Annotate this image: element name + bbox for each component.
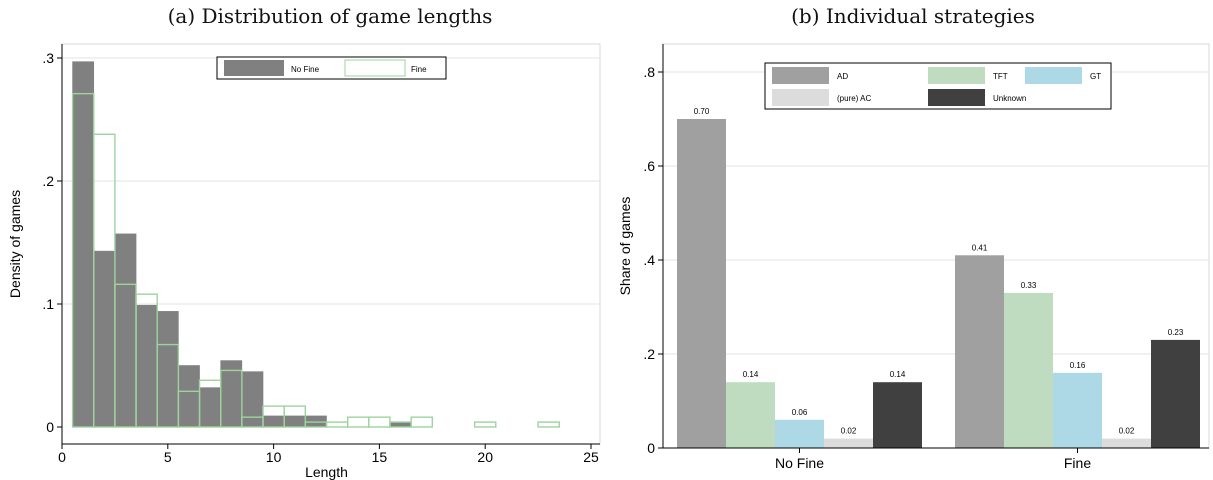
bar-fine xyxy=(219,369,243,428)
bar-tft xyxy=(726,382,775,448)
data-label: 0.23 xyxy=(1168,328,1184,337)
plot-area-b xyxy=(662,43,1210,449)
x-tick-label-a: 0 xyxy=(58,449,66,465)
bar-unknown xyxy=(1151,339,1200,448)
y-tick-label-b: 0 xyxy=(647,440,655,456)
bar-fine xyxy=(283,405,307,428)
bar-fine xyxy=(156,343,180,428)
bar-fine xyxy=(473,421,497,428)
bar-tft xyxy=(1004,292,1053,448)
y-tick-label-b: .6 xyxy=(643,158,655,174)
data-label: 0.02 xyxy=(841,427,857,436)
x-tick-label-a: 25 xyxy=(583,449,599,465)
y-axis-label-a: Density of games xyxy=(7,190,23,298)
legend-label: GT xyxy=(1090,72,1101,81)
data-label: 0.14 xyxy=(890,370,906,379)
category-label: Fine xyxy=(1064,455,1091,471)
bar-unknown xyxy=(873,382,922,448)
bar-gt xyxy=(1053,372,1102,448)
legend-swatch-no-fine xyxy=(224,60,284,76)
x-tick-label-a: 15 xyxy=(372,449,388,465)
x-tick-label-a: 20 xyxy=(477,449,493,465)
legend-swatch xyxy=(1025,67,1082,84)
data-label: 0.70 xyxy=(694,107,710,116)
legend-label-no-fine: No Fine xyxy=(291,65,320,74)
x-axis-label-a: Length xyxy=(305,464,348,480)
bar-fine xyxy=(537,421,560,428)
legend-swatch-fine xyxy=(344,59,406,77)
y-tick-label-a: .1 xyxy=(42,296,54,312)
bar-fine xyxy=(93,133,116,428)
data-label: 0.33 xyxy=(1021,281,1037,290)
panel-b-title: (b) Individual strategies xyxy=(791,4,1035,28)
legend-label: TFT xyxy=(993,72,1008,81)
legend-swatch xyxy=(928,89,985,106)
y-tick-label-b: .4 xyxy=(643,252,655,268)
data-label: 0.16 xyxy=(1070,361,1086,370)
legend-label: Unknown xyxy=(993,94,1026,103)
x-tick-label-a: 10 xyxy=(266,449,282,465)
y-tick-label-a: .2 xyxy=(42,173,54,189)
legend-label-fine: Fine xyxy=(411,65,427,74)
x-tick-label-a: 5 xyxy=(164,449,172,465)
legend-label: AD xyxy=(837,72,848,81)
data-label: 0.14 xyxy=(743,370,759,379)
legend-label: (pure) AC xyxy=(837,94,871,103)
data-label: 0.02 xyxy=(1119,427,1135,436)
category-label: No Fine xyxy=(775,455,824,471)
data-label: 0.06 xyxy=(792,408,808,417)
bar-ad xyxy=(955,255,1004,448)
y-tick-label-a: 0 xyxy=(46,419,54,435)
panel-a-title: (a) Distribution of game lengths xyxy=(167,4,493,28)
y-axis-label-b: Share of games xyxy=(617,197,633,296)
bar-fine xyxy=(410,416,434,428)
bar-pure-ac xyxy=(824,438,873,448)
y-tick-label-b: .2 xyxy=(643,346,655,362)
bar-gt xyxy=(775,419,824,448)
y-tick-label-b: .8 xyxy=(643,64,655,80)
legend-swatch xyxy=(772,67,829,84)
y-tick-label-a: .3 xyxy=(42,50,54,66)
bar-ad xyxy=(677,119,726,448)
legend-swatch xyxy=(772,89,829,106)
legend-swatch xyxy=(928,67,985,84)
bar-pure-ac xyxy=(1102,438,1151,448)
data-label: 0.41 xyxy=(972,243,988,252)
